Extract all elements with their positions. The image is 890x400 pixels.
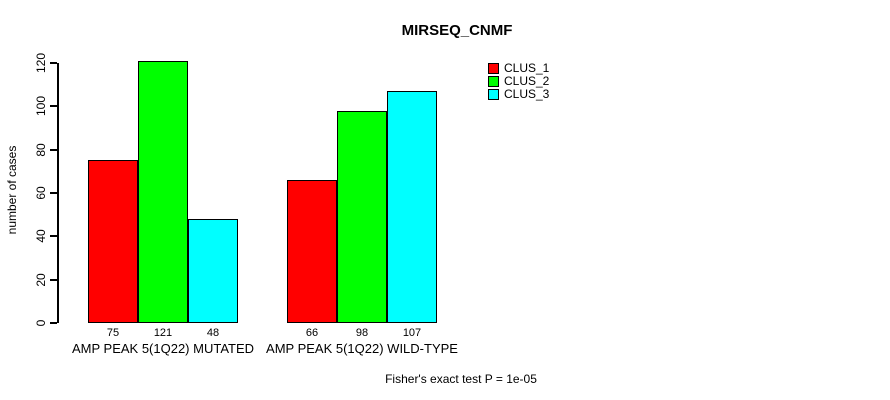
y-axis-tick: [50, 148, 57, 151]
bar-value-label: 107: [402, 327, 422, 339]
legend-label: CLUS_3: [504, 87, 550, 101]
bar-value-label: 66: [305, 327, 319, 339]
bar-value-label: 121: [153, 327, 173, 339]
bar: [337, 111, 387, 323]
y-axis-tick: [50, 322, 57, 324]
legend-swatch: [488, 63, 499, 74]
bar: [188, 219, 238, 323]
legend: CLUS_1 CLUS_2 CLUS_3: [488, 61, 550, 102]
bar: [88, 160, 138, 323]
y-axis-tick-label: 60: [34, 186, 48, 200]
y-axis-tick: [50, 235, 57, 238]
y-axis-tick-label: 120: [34, 52, 48, 74]
bar: [138, 61, 188, 323]
legend-label: CLUS_1: [504, 61, 550, 75]
bar: [387, 91, 437, 323]
y-axis-tick-label: 100: [34, 96, 48, 117]
bar: [287, 180, 337, 323]
y-axis-tick: [50, 192, 57, 194]
y-axis-tick: [50, 62, 57, 64]
legend-item: CLUS_3: [488, 87, 550, 101]
y-axis-tick-label: 20: [34, 272, 48, 287]
y-axis-tick: [50, 105, 57, 108]
group-label: AMP PEAK 5(1Q22) MUTATED: [71, 341, 255, 356]
bar-value-label: 48: [206, 327, 220, 339]
bar-value-label: 98: [355, 327, 369, 339]
legend-swatch: [488, 89, 499, 100]
y-axis-tick-label: 80: [34, 142, 48, 157]
legend-swatch: [488, 76, 499, 87]
legend-item: CLUS_1: [488, 61, 550, 75]
group-label: AMP PEAK 5(1Q22) WILD-TYPE: [266, 341, 458, 356]
y-axis-line: [57, 63, 59, 323]
bar-value-label: 75: [106, 327, 120, 339]
y-axis-tick-label: 40: [34, 229, 48, 244]
statistical-test-annotation: Fisher's exact test P = 1e-05: [385, 372, 537, 386]
legend-item: CLUS_2: [488, 74, 550, 88]
y-axis-tick: [50, 278, 57, 281]
chart-title: MIRSEQ_CNMF: [401, 22, 513, 39]
legend-label: CLUS_2: [504, 74, 550, 88]
y-axis-tick-label: 0: [34, 319, 48, 327]
y-axis-label: number of cases: [5, 145, 19, 235]
